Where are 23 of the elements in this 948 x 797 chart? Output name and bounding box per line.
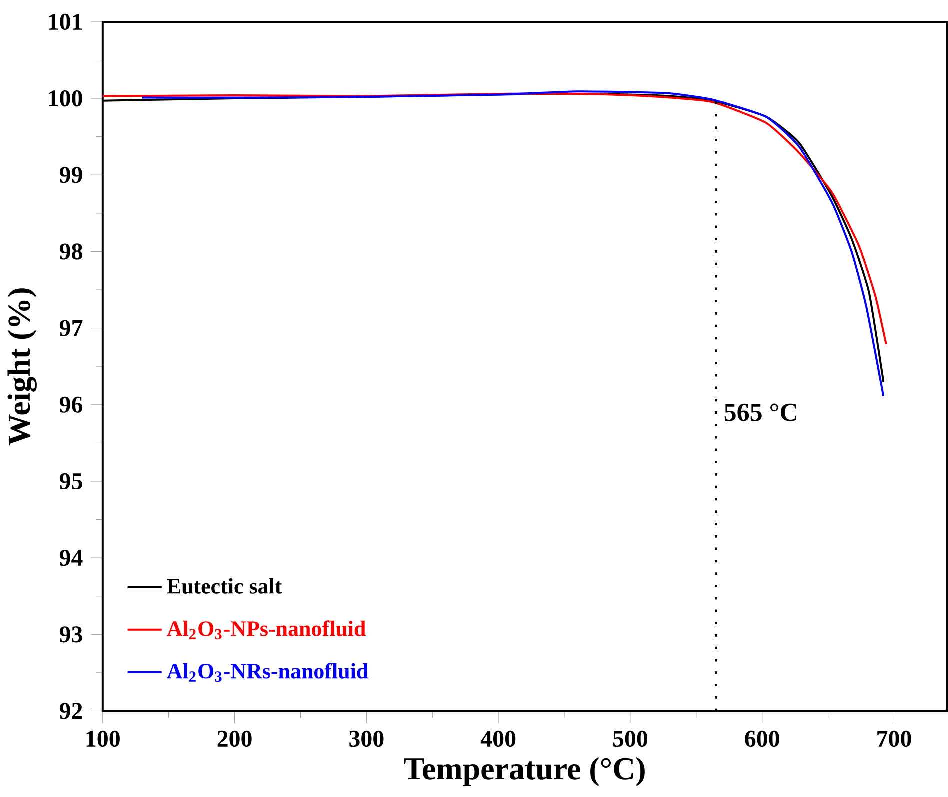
x-tick-label: 700	[878, 730, 912, 747]
y-tick-label: 94	[60, 550, 83, 566]
x-tick-label: 300	[350, 730, 384, 747]
y-tick-label: 100	[49, 90, 82, 107]
y-tick-label: 99	[60, 167, 82, 184]
y-tick-label: 95	[60, 473, 82, 490]
y-tick-label: 93	[60, 626, 82, 643]
y-tick-label: 98	[60, 244, 82, 260]
x-tick-label: 400	[480, 730, 516, 747]
legend-label: Eutectic salt	[167, 578, 282, 594]
y-axis-title: Weight (%)	[8, 288, 37, 446]
ref-line-label: 565 °C	[724, 404, 796, 422]
x-tick-label: 500	[613, 730, 648, 747]
x-tick-label: 600	[745, 730, 780, 747]
legend-label: Al$_{2}$O$_{3}$-NPs-nanofluid	[167, 620, 366, 640]
y-tick-label: 96	[60, 396, 83, 413]
x-axis-title: Temperature (°C)	[404, 757, 645, 786]
y-tick-label: 97	[60, 320, 83, 336]
y-tick-label: 92	[60, 703, 82, 720]
x-tick-label: 100	[86, 730, 120, 747]
legend-label: Al$_{2}$O$_{3}$-NRs-nanofluid	[167, 663, 368, 682]
x-tick-label: 200	[218, 730, 252, 747]
y-tick-label: 101	[49, 14, 82, 30]
